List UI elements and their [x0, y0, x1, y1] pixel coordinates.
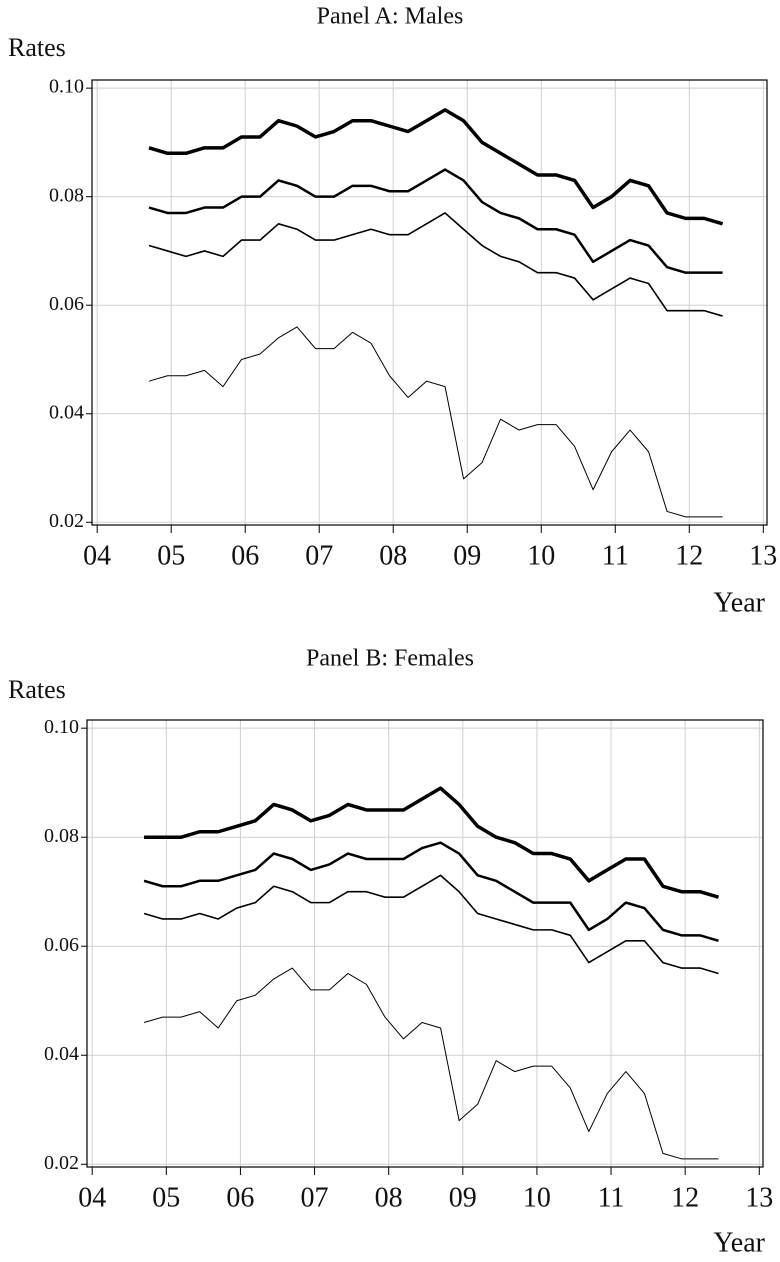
y-tick-label: 0.04 [49, 401, 84, 423]
x-tick-label: 08 [379, 540, 407, 571]
plot-frame [86, 719, 764, 1168]
x-tick-label: 11 [598, 1182, 625, 1213]
series-line [143, 841, 719, 942]
x-tick-label: 12 [675, 540, 703, 571]
series-line [148, 168, 723, 274]
y-tick-label: 0.02 [44, 1152, 79, 1174]
x-tick-label: 08 [375, 1182, 403, 1213]
plot-frame [91, 79, 768, 526]
x-axis-label: Year [713, 1227, 765, 1258]
x-tick-label: 04 [78, 1182, 106, 1213]
x-tick-label: 07 [301, 1182, 329, 1213]
x-tick-label: 13 [745, 1182, 773, 1213]
x-tick-label: 10 [523, 1182, 551, 1213]
x-tick-label: 07 [305, 540, 333, 571]
y-tick-label: 0.10 [44, 716, 79, 738]
y-tick-label: 0.04 [44, 1043, 79, 1065]
x-tick-label: 06 [226, 1182, 254, 1213]
series-line [148, 108, 724, 226]
y-tick-label: 0.08 [44, 825, 79, 847]
series-line [144, 786, 720, 899]
x-tick-label: 11 [602, 540, 629, 571]
x-tick-label: 13 [749, 540, 777, 571]
x-tick-label: 10 [527, 540, 555, 571]
y-tick-label: 0.02 [49, 510, 84, 532]
y-axis-label: Rates [8, 33, 66, 62]
x-tick-label: 12 [671, 1182, 699, 1213]
x-axis-label: Year [713, 587, 765, 618]
series-line [148, 212, 723, 317]
x-tick-label: 09 [449, 1182, 477, 1213]
series-line [148, 326, 723, 518]
chart-title: Panel A: Males [317, 4, 464, 30]
y-tick-label: 0.10 [49, 76, 84, 98]
x-tick-label: 05 [157, 540, 185, 571]
chart-title: Panel B: Females [306, 646, 474, 672]
x-tick-label: 09 [453, 540, 481, 571]
x-tick-label: 04 [83, 540, 111, 571]
y-axis-label: Rates [8, 675, 66, 704]
x-tick-label: 06 [231, 540, 259, 571]
series-line [143, 874, 719, 975]
x-tick-label: 05 [152, 1182, 180, 1213]
y-tick-label: 0.08 [49, 184, 84, 206]
series-line [143, 967, 719, 1160]
y-tick-label: 0.06 [44, 934, 79, 956]
y-tick-label: 0.06 [49, 293, 84, 315]
